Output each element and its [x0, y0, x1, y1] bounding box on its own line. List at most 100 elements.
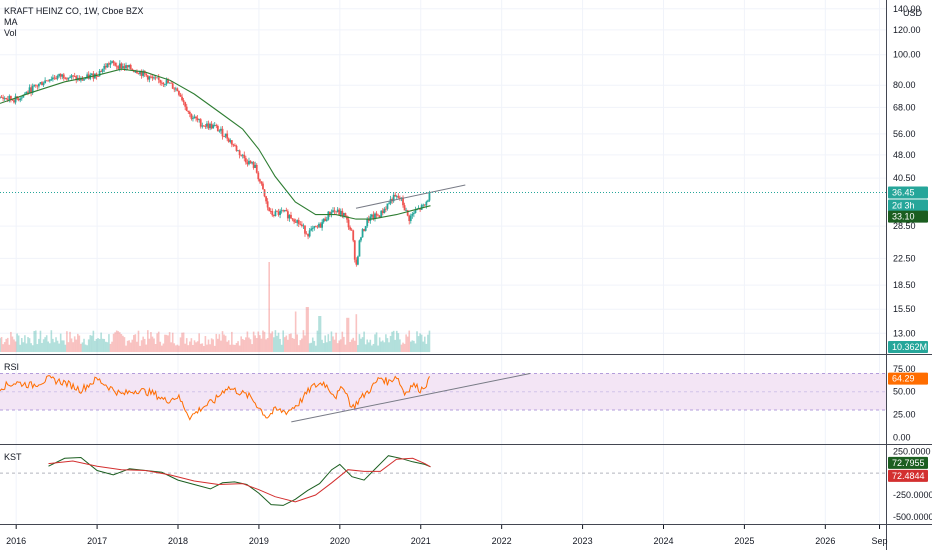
x-tick-label: 2017	[87, 536, 107, 546]
rsi-trendline	[291, 373, 531, 423]
candle-body	[128, 64, 131, 68]
candle-body	[403, 205, 406, 211]
candle-body	[308, 230, 311, 237]
price-tick-label: 48.00	[893, 150, 916, 160]
volume-bar	[221, 331, 224, 352]
candle-body	[129, 64, 132, 70]
candle-body	[70, 75, 73, 78]
candle-body	[372, 214, 375, 220]
candle-body	[248, 160, 250, 165]
price-tick-label: 120.00	[893, 25, 921, 35]
kst-panel[interactable]	[0, 455, 886, 506]
volume-bar	[352, 337, 355, 352]
volume-bar	[210, 338, 213, 352]
candle-body	[361, 229, 364, 238]
candle-body	[0, 96, 1, 98]
volume-bar	[201, 343, 204, 352]
volume-bar	[139, 345, 141, 352]
rsi-panel[interactable]	[0, 372, 886, 423]
candle-body	[193, 116, 196, 119]
volume-bar	[59, 333, 62, 352]
volume-bar	[428, 330, 431, 352]
volume-bar	[103, 338, 106, 352]
candle-body	[28, 87, 31, 93]
candle-body	[258, 179, 261, 182]
volume-bar	[157, 331, 160, 352]
candle-body	[50, 79, 53, 81]
volume-bar	[277, 332, 280, 352]
volume-bar	[126, 340, 129, 352]
volume-bar	[24, 335, 26, 352]
candle-body	[182, 100, 185, 103]
candle-body	[151, 77, 154, 79]
candle-body	[341, 210, 344, 216]
candle-body	[386, 203, 389, 209]
candle-body	[2, 97, 5, 99]
candle-body	[232, 144, 235, 146]
volume-bar	[341, 331, 344, 352]
volume-bar	[175, 345, 177, 352]
price-panel[interactable]	[0, 0, 886, 524]
candle-body	[137, 73, 140, 75]
candle-body	[159, 79, 162, 83]
volume-bar	[13, 339, 15, 352]
volume-bar	[98, 338, 101, 352]
volume-bar	[128, 340, 130, 352]
volume-bar	[153, 338, 155, 352]
volume-bar	[276, 335, 278, 352]
candle-body	[274, 211, 277, 216]
volume-bar	[248, 337, 250, 352]
candle-body	[367, 218, 370, 221]
volume-bar	[77, 333, 79, 352]
volume-bar	[3, 342, 6, 352]
x-tick-label: 2022	[492, 536, 512, 546]
volume-bar	[181, 332, 183, 352]
volume-bar	[273, 337, 275, 352]
volume-bar	[55, 337, 57, 352]
volume-bar	[16, 333, 18, 352]
candle-body	[36, 85, 39, 87]
price-tick-label: 18.50	[893, 280, 916, 290]
volume-bar	[193, 340, 196, 352]
candle-body	[356, 256, 359, 265]
candle-body	[178, 90, 180, 95]
volume-bar	[392, 330, 395, 352]
candle-body	[235, 145, 238, 151]
volume-bar	[122, 335, 124, 352]
volume-bar	[109, 343, 112, 352]
candle-body	[285, 209, 288, 212]
volume-bar	[19, 344, 22, 352]
candle-body	[318, 223, 320, 227]
candle-body	[425, 201, 428, 206]
volume-bar	[260, 338, 263, 352]
candle-body	[288, 214, 291, 219]
countdown-tag-bg	[888, 199, 928, 212]
volume-bar	[66, 331, 68, 352]
volume-bar	[78, 335, 81, 352]
candle-body	[276, 211, 278, 213]
volume-bar	[125, 345, 127, 352]
volume-bar	[266, 338, 269, 352]
candle-body	[75, 76, 78, 81]
candle-body	[199, 119, 202, 127]
volume-bar	[321, 339, 323, 352]
volume-bar	[189, 341, 191, 352]
candle-body	[39, 82, 42, 84]
volume-bar	[95, 338, 98, 352]
candle-body	[240, 155, 243, 156]
volume-bar	[45, 335, 48, 352]
candle-body	[185, 106, 188, 111]
volume-bar	[234, 344, 236, 352]
candle-body	[52, 77, 54, 80]
volume-bars	[0, 262, 431, 352]
volume-bar	[224, 335, 227, 352]
volume-bar	[44, 337, 46, 352]
countdown-tag-text: 2d 3h	[892, 201, 915, 211]
candle-body	[364, 226, 367, 231]
volume-bar	[39, 330, 42, 352]
candle-body	[14, 96, 17, 103]
volume-bar	[115, 330, 118, 352]
volume-bar	[156, 333, 158, 352]
volume-bar	[217, 338, 219, 352]
